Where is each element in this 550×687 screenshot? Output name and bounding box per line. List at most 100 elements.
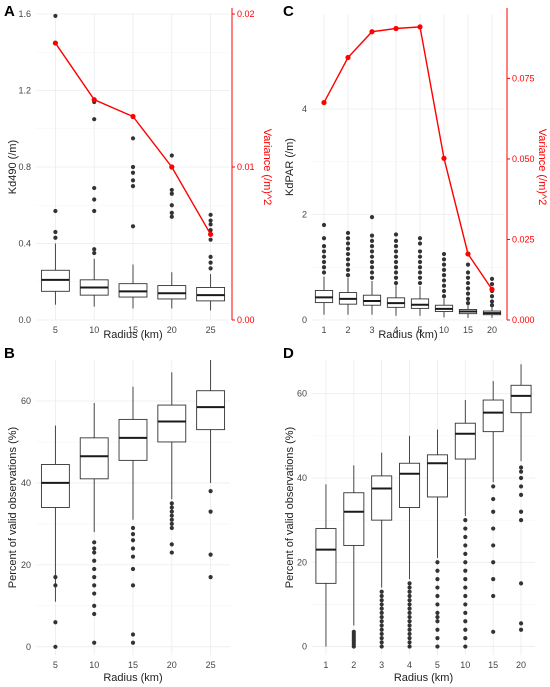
outlier-point	[379, 640, 384, 645]
box-iqr	[482, 399, 504, 433]
outlier-point	[518, 469, 524, 474]
outlier-point	[345, 251, 351, 257]
outlier-point	[407, 593, 412, 599]
outlier-point	[465, 275, 471, 280]
x-tick-label: 5	[417, 325, 422, 335]
variance-point	[130, 113, 136, 120]
y-tick-label: 40	[21, 478, 31, 488]
outlier-point	[379, 589, 384, 594]
outlier-point	[463, 619, 468, 624]
outlier-point	[393, 275, 399, 280]
outlier-point	[463, 644, 468, 649]
outlier-point	[169, 513, 174, 518]
box-1	[315, 484, 337, 647]
outlier-point	[169, 191, 174, 196]
variance-point	[369, 29, 375, 35]
variance-point	[489, 286, 495, 292]
secondary-tick-label: 0.025	[512, 234, 535, 244]
outlier-point	[92, 540, 97, 545]
outlier-point	[435, 614, 440, 620]
outlier-point	[489, 294, 495, 299]
outlier-point	[407, 631, 412, 637]
outlier-point	[435, 627, 440, 632]
box-15	[118, 136, 148, 309]
x-tick-label: 2	[351, 660, 356, 670]
y-tick-label: 0	[26, 642, 31, 652]
outlier-point	[169, 214, 174, 219]
y-axis-title: Percent of valid observations (%)	[7, 427, 19, 588]
outlier-point	[321, 254, 327, 259]
outlier-point	[130, 532, 136, 537]
outlier-point	[92, 197, 97, 202]
outlier-point	[393, 249, 399, 254]
outlier-point	[417, 275, 423, 280]
outlier-point	[92, 546, 97, 551]
outlier-point	[369, 238, 375, 243]
outlier-point	[463, 636, 468, 641]
box-5	[40, 13, 70, 305]
y-tick-label: 1.2	[18, 86, 31, 96]
outlier-point	[393, 254, 399, 259]
box-iqr	[315, 528, 337, 584]
outlier-point	[130, 170, 136, 175]
outlier-point	[369, 275, 375, 280]
box-1	[314, 222, 334, 315]
outlier-point	[417, 241, 423, 246]
outlier-point	[407, 589, 412, 594]
x-axis-title: Radius (km)	[394, 672, 453, 684]
x-tick-label: 10	[439, 325, 449, 335]
outlier-point	[465, 280, 471, 286]
box-10	[79, 403, 109, 645]
outlier-point	[92, 550, 97, 555]
outlier-point	[393, 280, 399, 286]
outlier-point	[321, 249, 327, 254]
outlier-point	[345, 273, 351, 278]
outlier-point	[208, 575, 213, 580]
outlier-point	[463, 526, 468, 531]
box-3	[362, 215, 382, 315]
outlier-point	[435, 636, 440, 641]
outlier-point	[491, 543, 496, 548]
outlier-point	[407, 610, 412, 615]
outlier-point	[92, 247, 97, 252]
y-tick-label: 0.8	[18, 162, 31, 172]
outlier-point	[130, 164, 136, 170]
outlier-point	[369, 265, 375, 270]
outlier-point	[321, 244, 327, 249]
box-15	[118, 386, 148, 645]
y-axis-title: Kd490 (/m)	[7, 140, 19, 194]
outlier-point	[435, 560, 440, 565]
outlier-point	[417, 270, 423, 275]
outlier-point	[393, 265, 399, 270]
outlier-point	[208, 254, 213, 259]
outlier-point	[53, 583, 58, 588]
box-10	[79, 99, 109, 307]
outlier-point	[518, 492, 524, 497]
outlier-point	[491, 629, 496, 634]
y-tick-label: 2	[302, 209, 307, 219]
outlier-point	[441, 251, 447, 257]
x-tick-label: 15	[463, 325, 473, 335]
outlier-point	[393, 238, 399, 243]
box-4	[386, 232, 406, 316]
secondary-axis-title: Variance (/m)^2	[261, 129, 273, 205]
box-20	[157, 153, 187, 309]
outlier-point	[407, 598, 412, 603]
outlier-point	[130, 554, 136, 559]
box-iqr	[118, 418, 148, 461]
outlier-point	[435, 568, 440, 573]
outlier-point	[92, 208, 97, 214]
outlier-point	[379, 598, 384, 603]
y-tick-label: 0.0	[18, 315, 31, 325]
outlier-point	[130, 632, 136, 637]
x-tick-label: 15	[128, 325, 138, 335]
outlier-point	[379, 644, 384, 649]
outlier-point	[463, 585, 468, 590]
outlier-point	[417, 254, 423, 259]
outlier-point	[463, 560, 468, 565]
x-tick-label: 15	[488, 660, 498, 670]
outlier-point	[130, 583, 136, 588]
outlier-point	[518, 484, 524, 489]
outlier-point	[208, 218, 213, 223]
outlier-point	[130, 538, 136, 543]
